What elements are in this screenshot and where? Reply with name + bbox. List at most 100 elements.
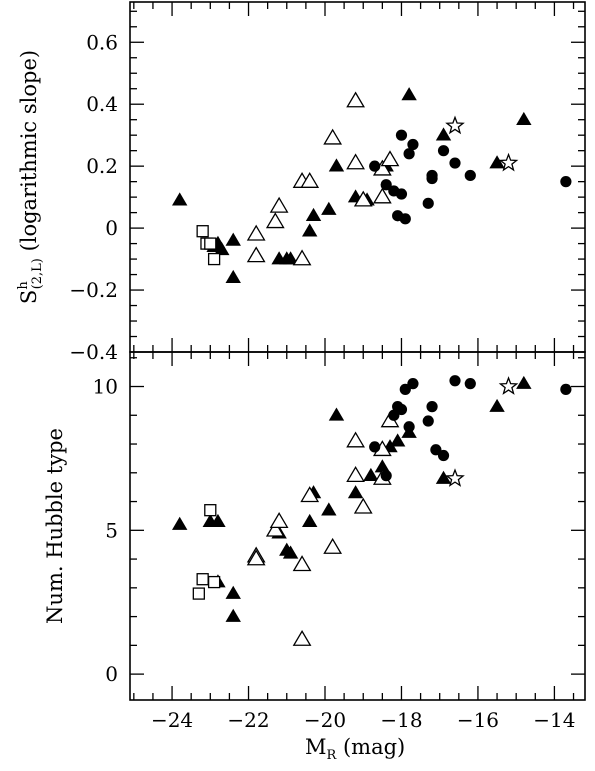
y-tick-label: −0.4 [69,340,118,364]
x-axis-title: MR (mag) [305,735,405,763]
filled-circle-point [407,138,419,151]
tick-labels: −24 −22 −20 −18 −16 −14 −0.4 −0.2 0 0.2 0.4 0.6 0 5 10 [69,30,575,732]
y-axis-title-top-rest: (logarithmic slope) [17,50,41,258]
open-triangle-point [269,512,289,529]
panel-bottom-frame [129,351,586,701]
open-square-point [204,504,217,517]
filled-triangle-point [328,158,345,172]
filled-triangle-point [389,433,406,447]
filled-circle-point [560,176,572,188]
filled-circle-point [369,441,381,453]
filled-triangle-point [282,251,299,265]
open-square-point [204,237,217,250]
open-square-point [207,575,221,589]
open-triangle-point [353,497,373,514]
filled-circle-point [560,383,572,395]
filled-triangle-point [321,201,337,215]
x-tick-label: −22 [227,708,269,732]
x-tick-label: −24 [151,708,193,732]
x-tick-label: −14 [533,708,575,732]
open-square-point [207,252,221,266]
y-axis-title-top-sup: h [16,281,31,290]
data-points [172,87,572,646]
open-triangle-point [246,246,266,263]
open-triangle-point [323,537,343,554]
filled-triangle-point [172,516,188,530]
open-star-point [498,152,519,172]
filled-triangle-point [363,467,379,481]
filled-circle-point [407,378,419,390]
y-tick-label: 0.6 [86,30,118,54]
y-tick-label: 10 [93,375,118,399]
filled-circle-point [399,213,411,225]
filled-circle-point [426,401,438,413]
filled-circle-point [369,160,381,172]
filled-triangle-point [516,375,532,389]
filled-triangle-point [435,127,452,141]
filled-triangle-point [489,398,505,412]
open-triangle-point [372,187,392,204]
open-triangle-point [246,224,266,241]
open-triangle-point [346,466,365,482]
open-triangle-point [292,249,312,266]
filled-circle-point [437,449,450,462]
filled-triangle-point [302,513,318,527]
open-triangle-point [323,128,343,145]
filled-circle-point [449,375,461,387]
filled-circle-point [395,403,408,416]
filled-circle-point [437,145,450,157]
open-star-point [445,468,465,487]
y-axis-title-top-sub: (2,L) [30,258,45,289]
filled-triangle-point [225,608,241,622]
filled-triangle-point [225,269,241,283]
filled-triangle-point [210,513,226,527]
y-axis-title-top-main: S [17,290,41,304]
x-tick-label: −16 [457,708,499,732]
filled-triangle-point [401,87,417,101]
filled-triangle-point [214,241,230,256]
filled-circle-point [430,444,442,456]
filled-circle-point [380,470,392,482]
filled-triangle-point [374,459,391,473]
axis-ticks [130,2,585,700]
open-triangle-point [300,486,320,503]
filled-circle-point [403,148,415,160]
filled-circle-point [422,197,434,209]
filled-circle-point [395,188,408,200]
filled-triangle-point [225,585,241,599]
filled-triangle-point [305,207,322,222]
y-tick-label: 0 [105,216,118,240]
y-tick-label: 5 [105,518,118,542]
x-tick-label: −20 [304,708,346,732]
filled-circle-point [395,129,408,141]
open-triangle-point [346,431,365,448]
open-square-point [196,225,209,238]
filled-triangle-point [302,223,318,237]
open-star-point [498,376,519,395]
open-star-point [445,115,465,135]
y-tick-label: 0.4 [86,92,118,116]
filled-triangle-point [172,192,188,206]
filled-triangle-point [225,232,241,246]
filled-triangle-point [347,485,364,499]
filled-circle-point [464,378,476,390]
open-triangle-point [269,196,289,213]
filled-circle-point [403,421,415,433]
open-triangle-point [292,555,312,572]
filled-circle-point [464,169,476,182]
filled-triangle-point [321,502,337,516]
filled-triangle-point [489,155,505,169]
open-triangle-point [246,549,266,566]
open-triangle-point [265,212,285,229]
x-axis-title-sub: R [327,748,338,763]
filled-triangle-point [282,545,299,559]
filled-triangle-point [435,470,452,484]
open-square-point [192,587,205,600]
x-axis-title-unit: (mag) [336,735,405,759]
filled-circle-point [449,157,461,169]
y-axis-title-top: Sh(2,L) (logarithmic slope) [16,50,45,304]
filled-triangle-point [516,111,532,125]
filled-circle-point [399,383,411,395]
open-triangle-point [292,629,312,646]
